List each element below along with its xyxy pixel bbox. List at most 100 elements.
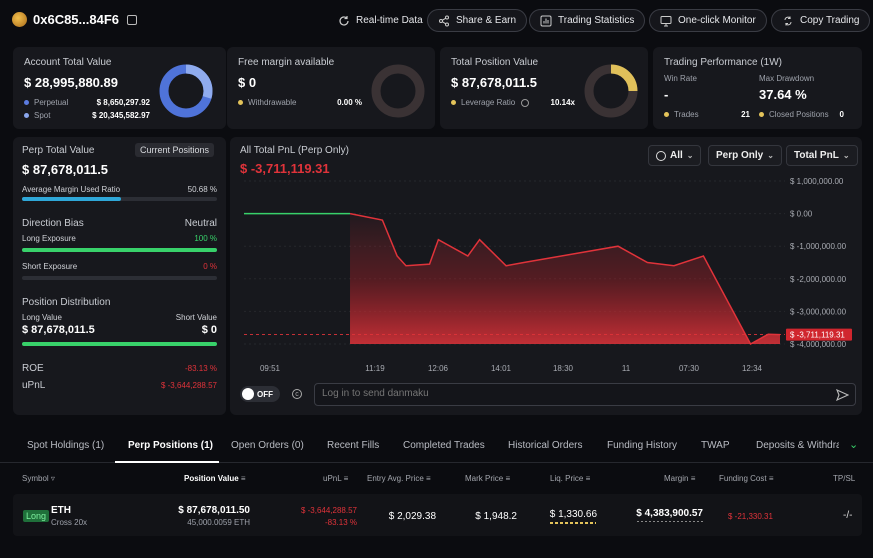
col-mark-price[interactable]: Mark Price ≡: [465, 474, 511, 483]
one-click-monitor-button[interactable]: One-click Monitor: [649, 9, 767, 32]
sort-icon: ≡: [505, 474, 511, 483]
trading-statistics-button[interactable]: Trading Statistics: [529, 9, 646, 32]
time-filter-dropdown[interactable]: All ⌄: [648, 145, 702, 166]
distribution-bar: [22, 342, 217, 346]
account-total-card: Account Total Value $ 28,995,880.89 Perp…: [13, 47, 226, 129]
send-icon[interactable]: [836, 389, 849, 401]
current-positions-button[interactable]: Current Positions: [135, 143, 215, 157]
col-entry-price[interactable]: Entry Avg. Price ≡: [367, 474, 431, 483]
position-distribution-label: Position Distribution: [22, 297, 111, 308]
funding-cost-cell: $ -21,330.31: [728, 512, 773, 521]
col-symbol[interactable]: Symbol ▿: [22, 474, 55, 483]
trading-performance-card: Trading Performance (1W) Win Rate - Max …: [653, 47, 862, 129]
col-funding-cost[interactable]: Funding Cost ≡: [719, 474, 774, 483]
tab-deposits-withdraw[interactable]: Deposits & Withdraw: [756, 440, 839, 451]
col-liq-price[interactable]: Liq. Price ≡: [550, 474, 591, 483]
withdrawable-dot: [238, 100, 243, 106]
share-earn-button[interactable]: Share & Earn: [427, 9, 528, 32]
total-position-title: Total Position Value: [451, 57, 539, 68]
tab-perp-positions[interactable]: Perp Positions (1): [128, 440, 214, 451]
spot-row: Spot $ 20,345,582.97: [24, 111, 150, 120]
tab-spot-holdings[interactable]: Spot Holdings (1): [27, 440, 105, 451]
direction-bias-label: Direction Bias: [22, 218, 84, 229]
position-value: $ 87,678,011.50: [178, 505, 250, 516]
clock-icon: [656, 150, 666, 161]
direction-bias-value: Neutral: [184, 218, 217, 229]
perp-panel: Perp Total Value Current Positions $ 87,…: [13, 137, 226, 415]
tab-historical-orders[interactable]: Historical Orders: [508, 440, 583, 451]
wallet-header: 0x6C85...84F6: [12, 12, 138, 27]
x-tick-label: 14:01: [491, 364, 512, 373]
win-rate-label: Win Rate: [664, 74, 697, 83]
upnl-value: $ -3,644,288.57: [160, 381, 217, 390]
margin-ratio-value: 50.68 %: [187, 185, 217, 194]
symbol-name[interactable]: ETH: [51, 505, 71, 516]
side-badge: Long: [23, 510, 50, 522]
toggle-knob: [242, 388, 254, 400]
long-exposure-value: 100 %: [194, 234, 217, 243]
tabs-bottom-border: [0, 462, 873, 463]
chevron-down-icon[interactable]: ⌄: [849, 439, 859, 451]
tab-twap[interactable]: TWAP: [701, 440, 730, 451]
margin-ratio-bar: [22, 197, 217, 201]
market-filter-dropdown[interactable]: Perp Only ⌄: [708, 145, 782, 166]
col-upnl[interactable]: uPnL ≡: [323, 474, 349, 483]
sort-icon: ≡: [585, 474, 591, 483]
danmaku-input-field[interactable]: [322, 388, 822, 399]
account-total-title: Account Total Value: [24, 57, 112, 68]
tpsl-cell[interactable]: -/-: [843, 510, 853, 521]
upnl-pct-cell: -83.13 %: [324, 518, 357, 527]
account-donut-chart: [159, 64, 213, 118]
col-margin[interactable]: Margin ≡: [664, 474, 696, 483]
col-position-value[interactable]: Position Value ≡: [184, 474, 246, 483]
liq-risk-indicator: [550, 522, 596, 524]
info-icon[interactable]: [520, 98, 529, 107]
tab-recent-fills[interactable]: Recent Fills: [327, 440, 380, 451]
danmaku-toggle[interactable]: OFF: [240, 386, 280, 402]
copy-icon[interactable]: [127, 14, 138, 25]
pnl-line-chart: $ 1,000,000.00 $ 0.00 $ -1,000,000.00 $ -2,…: [244, 177, 852, 373]
tab-funding-history[interactable]: Funding History: [607, 440, 678, 451]
chevron-down-icon: ⌄: [686, 151, 694, 160]
margin-cell: $ 4,383,900.57: [636, 508, 703, 519]
perp-total-value: $ 87,678,011.5: [22, 162, 109, 177]
closed-positions-row: Closed Positions 0: [759, 110, 844, 119]
withdrawable-row: Withdrawable 0.00 %: [238, 98, 362, 107]
long-exposure-bar: [22, 248, 217, 252]
x-tick-label: 12:06: [428, 364, 449, 373]
pnl-value: $ -3,711,119.31: [240, 161, 330, 176]
current-value-label: $ -3,711,119.31: [790, 331, 845, 340]
copyright-icon[interactable]: c: [292, 389, 302, 399]
entry-price-cell: $ 2,029.38: [388, 511, 436, 522]
y-tick-label: $ -4,000,000.00: [790, 340, 847, 349]
total-position-card: Total Position Value $ 87,678,011.5 Leve…: [440, 47, 648, 129]
y-tick-label: $ -3,000,000.00: [790, 307, 847, 316]
sort-icon: ≡: [343, 474, 349, 483]
pnl-type-dropdown[interactable]: Total PnL ⌄: [786, 145, 858, 166]
tab-completed-trades[interactable]: Completed Trades: [403, 440, 485, 451]
short-exposure-value: 0 %: [203, 262, 217, 271]
x-tick-label: 09:51: [260, 364, 281, 373]
sort-icon: ≡: [426, 474, 431, 483]
long-exposure-label: Long Exposure: [22, 234, 76, 243]
chevron-down-icon: ⌄: [842, 151, 850, 160]
danmaku-input[interactable]: [314, 383, 856, 406]
short-exposure-bar: [22, 276, 217, 280]
filter-icon: ▿: [50, 474, 55, 483]
perp-total-title: Perp Total Value: [22, 145, 95, 156]
real-time-data-button[interactable]: Real-time Data: [328, 9, 433, 32]
current-value-tag: [786, 328, 852, 341]
mark-price-cell: $ 1,948.2: [475, 511, 517, 522]
account-total-value: $ 28,995,880.89: [24, 75, 118, 90]
tab-open-orders[interactable]: Open Orders (0): [231, 440, 304, 451]
copy-trading-button[interactable]: Copy Trading: [771, 9, 871, 32]
monitor-icon: [660, 15, 672, 26]
pnl-title: All Total PnL (Perp Only): [240, 145, 349, 156]
wallet-address: 0x6C85...84F6: [33, 12, 120, 27]
y-tick-label: $ 1,000,000.00: [790, 177, 844, 186]
sort-icon: ≡: [240, 474, 246, 483]
win-rate-value: -: [664, 87, 669, 102]
upnl-cell: $ -3,644,288.57: [300, 506, 357, 515]
perpetual-dot: [24, 100, 29, 106]
table-row[interactable]: [13, 494, 862, 536]
